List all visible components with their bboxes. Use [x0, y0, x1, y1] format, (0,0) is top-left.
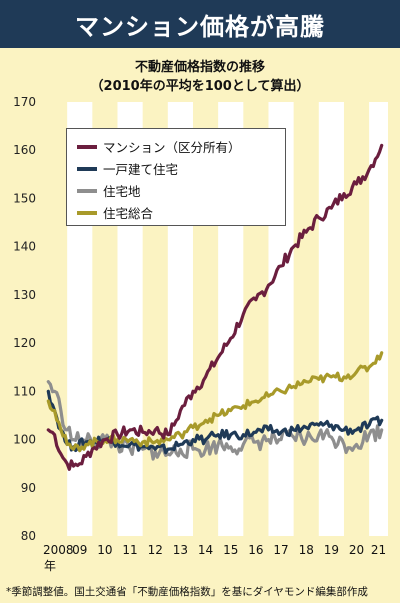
legend-swatch-house — [77, 166, 97, 171]
series-line-land — [46, 380, 384, 461]
x-tick-label: 17 — [273, 543, 288, 557]
y-tick-label: 150 — [13, 191, 36, 205]
y-tick-label: 130 — [13, 288, 36, 302]
x-tick-label: 11 — [122, 543, 137, 557]
x-tick-label: 19 — [324, 543, 339, 557]
x-tick-label: 13 — [173, 543, 188, 557]
y-tick-label: 160 — [13, 143, 36, 157]
chart-subtitle: （2010年の平均を100として算出） — [90, 79, 310, 94]
year-band — [318, 102, 344, 536]
series-line-condo — [46, 143, 384, 471]
y-tick-label: 90 — [21, 481, 36, 495]
year-band — [369, 102, 388, 536]
x-tick-label: 15 — [223, 543, 238, 557]
x-tick-label: 09 — [72, 543, 87, 557]
x-tick-label: 10 — [97, 543, 112, 557]
legend-swatch-land — [77, 188, 97, 193]
legend-swatch-condo — [77, 144, 97, 149]
banner-title: マンション価格が高騰 — [0, 0, 400, 48]
legend-label-land: 住宅地 — [103, 184, 141, 199]
y-tick-label: 110 — [13, 384, 36, 398]
legend: マンション（区分所有） 一戸建て住宅 住宅地 住宅総合 — [66, 128, 286, 226]
footnote: *季節調整値。国土交通省「不動産価格指数」を基にダイヤモンド編集部作成 — [6, 586, 368, 598]
legend-label-house: 一戸建て住宅 — [103, 162, 179, 177]
y-tick-label: 100 — [13, 433, 36, 447]
chart-title: 不動産価格指数の推移 — [134, 60, 265, 75]
x-tick-label: 14 — [198, 543, 213, 557]
x-tick-label: 2008 — [43, 543, 74, 557]
y-tick-label: 80 — [21, 529, 36, 543]
x-tick-label: 12 — [148, 543, 163, 557]
legend-swatch-total — [77, 210, 97, 215]
x-tick-label: 18 — [299, 543, 314, 557]
y-tick-label: 120 — [13, 336, 36, 350]
x-tick-unit: 年 — [44, 559, 56, 573]
x-tick-label: 16 — [248, 543, 263, 557]
y-tick-label: 170 — [13, 96, 36, 109]
legend-label-condo: マンション（区分所有） — [103, 140, 241, 155]
x-tick-label: 21 — [371, 543, 386, 557]
x-tick-label: 20 — [349, 543, 364, 557]
legend-label-total: 住宅総合 — [103, 206, 154, 221]
legend-item-total: 住宅総合 — [77, 203, 153, 222]
y-tick-label: 140 — [13, 240, 36, 254]
legend-item-house: 一戸建て住宅 — [77, 159, 178, 178]
legend-item-land: 住宅地 — [77, 181, 141, 200]
legend-item-condo: マンション（区分所有） — [77, 137, 241, 156]
